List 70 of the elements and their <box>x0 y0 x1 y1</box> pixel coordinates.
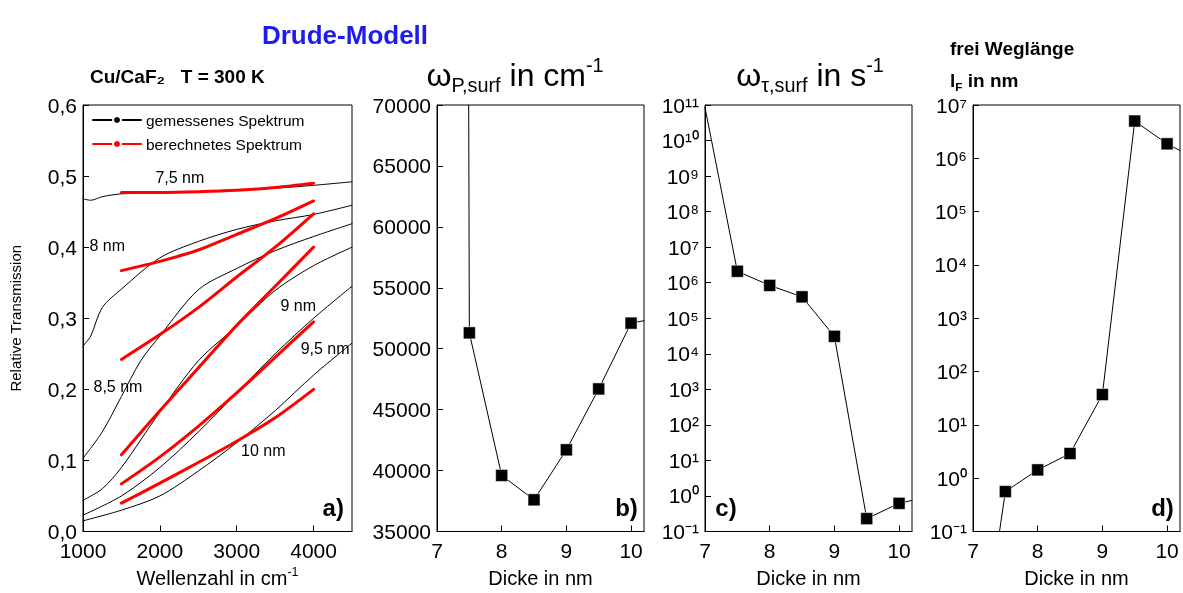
annotation: 9,5 nm <box>300 339 350 357</box>
y-tick-label: 10⁻¹ <box>929 520 967 543</box>
y-tick-label: 10⁹ <box>666 164 699 188</box>
y-tick-label: 0,4 <box>47 235 78 259</box>
x-axis-title: Dicke in nm <box>488 567 593 589</box>
legend-label: berechnetes Spektrum <box>146 135 302 153</box>
chart-title: frei Weglänge <box>950 38 1075 60</box>
annotation: 9 nm <box>280 297 316 315</box>
y-tick-label: 55000 <box>372 276 431 300</box>
x-tick-label: 8 <box>763 538 776 562</box>
annotation: b) <box>615 493 638 521</box>
y-tick-label: 45000 <box>372 398 431 422</box>
x-tick-label: 4000 <box>290 538 337 562</box>
y-tick-label: 10⁷ <box>668 235 699 259</box>
x-tick-label: 2000 <box>136 538 184 562</box>
chart-title: Drude-Modell <box>261 20 429 51</box>
y-tick-label: 10² <box>668 413 699 437</box>
x-tick-label: 9 <box>560 538 573 562</box>
x-tick-label: 8 <box>495 538 508 562</box>
x-tick-label: 10 <box>887 538 911 562</box>
y-tick-label: 10¹⁰ <box>661 129 699 153</box>
y-tick-label: 0,6 <box>47 93 77 117</box>
annotation: 8,5 nm <box>93 378 143 396</box>
y-tick-label: 60000 <box>372 215 431 239</box>
x-tick-label: 10 <box>1155 538 1179 562</box>
y-tick-label: 10⁴ <box>934 253 967 277</box>
annotation: c) <box>715 493 737 521</box>
y-tick-label: 10⁸ <box>666 200 699 224</box>
x-tick-label: 7 <box>699 538 711 562</box>
y-tick-label: 65000 <box>372 154 431 178</box>
x-tick-label: 10 <box>619 538 643 562</box>
y-tick-label: 10⁰ <box>936 466 967 490</box>
y-tick-label: 70000 <box>372 93 431 117</box>
y-tick-label: 10¹ <box>936 413 967 437</box>
y-tick-label: 10² <box>936 360 967 384</box>
legend-label: gemessenes Spektrum <box>146 111 305 129</box>
y-tick-label: 10¹ <box>668 448 699 472</box>
x-axis-title: Dicke in nm <box>1024 567 1129 589</box>
y-tick-label: 0,5 <box>47 164 77 188</box>
y-tick-label: 0,2 <box>47 377 77 401</box>
y-tick-label: 0,1 <box>47 448 77 472</box>
x-tick-label: 9 <box>1096 538 1109 562</box>
y-tick-label: 10⁻¹ <box>661 520 699 543</box>
annotation: d) <box>1151 493 1174 521</box>
x-tick-label: 9 <box>828 538 841 562</box>
y-tick-label: 10⁶ <box>666 271 699 295</box>
x-tick-label: 3000 <box>213 538 261 562</box>
x-axis-title: Dicke in nm <box>756 567 861 589</box>
y-tick-label: 10⁷ <box>936 93 967 117</box>
x-tick-label: 7 <box>431 538 443 562</box>
y-tick-label: 10³ <box>668 377 699 401</box>
y-axis-title: Relative Transmission <box>7 244 25 392</box>
y-tick-label: 50000 <box>372 337 431 361</box>
y-tick-label: 10⁴ <box>666 342 699 366</box>
x-tick-label: 7 <box>967 538 979 562</box>
y-tick-label: 0,3 <box>47 306 77 330</box>
y-tick-label: 10⁵ <box>934 200 967 224</box>
annotation: 7,5 nm <box>155 169 205 187</box>
y-tick-label: 10⁵ <box>666 306 699 330</box>
annotation: 10 nm <box>241 442 286 460</box>
y-tick-label: 10¹¹ <box>661 93 699 117</box>
x-tick-label: 8 <box>1031 538 1044 562</box>
y-tick-label: 10⁰ <box>668 484 699 508</box>
annotation: 8 nm <box>89 237 125 255</box>
y-tick-label: 35000 <box>372 520 431 543</box>
annotation: a) <box>322 493 344 521</box>
y-tick-label: 40000 <box>372 459 431 483</box>
chart-subtitle: Cu/CaF₂ T = 300 K <box>90 66 266 88</box>
y-tick-label: 10⁶ <box>934 146 967 170</box>
y-tick-label: 10³ <box>936 306 967 330</box>
